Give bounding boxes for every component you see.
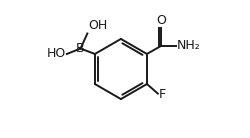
- Text: F: F: [158, 88, 166, 101]
- Text: O: O: [156, 14, 166, 27]
- Text: NH₂: NH₂: [176, 39, 200, 52]
- Text: B: B: [76, 42, 85, 55]
- Text: OH: OH: [88, 19, 107, 32]
- Text: HO: HO: [47, 47, 66, 60]
